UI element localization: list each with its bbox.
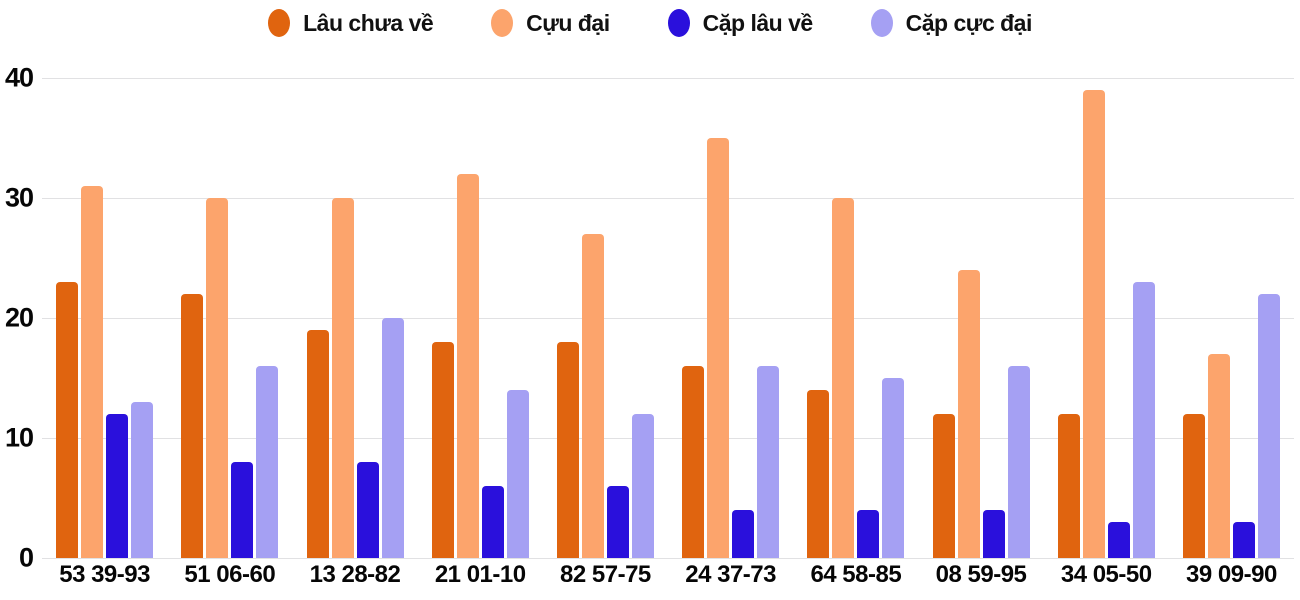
y-tick-label: 10 <box>4 422 34 453</box>
bar-group <box>918 78 1043 558</box>
x-axis-label: 13 28-82 <box>309 561 401 588</box>
bar-group <box>1169 78 1294 558</box>
y-tick-label: 40 <box>4 62 34 93</box>
gridline <box>42 198 1294 199</box>
bar[interactable] <box>131 402 154 558</box>
bar-groups <box>42 78 1294 558</box>
bar[interactable] <box>807 390 830 558</box>
bar[interactable] <box>732 510 755 558</box>
y-tick-label: 20 <box>4 302 34 333</box>
legend-dot-icon <box>268 9 291 37</box>
x-axis: 53 39-93 51 06-60 13 28-82 21 01-10 82 57-75… <box>42 561 1294 589</box>
gridline <box>42 558 1294 559</box>
x-axis-label: 51 06-60 <box>184 561 276 588</box>
bar-group <box>1044 78 1169 558</box>
bar[interactable] <box>356 462 379 558</box>
y-tick-label: 0 <box>18 542 34 573</box>
bar[interactable] <box>1207 354 1230 558</box>
bar[interactable] <box>882 378 905 558</box>
bar[interactable] <box>106 414 129 558</box>
legend-item-1[interactable]: Cựu đại <box>491 9 610 37</box>
x-axis-label: 08 59-95 <box>935 561 1027 588</box>
bar[interactable] <box>581 234 604 558</box>
legend-label: Cựu đại <box>526 9 610 36</box>
legend-dot-icon <box>491 9 514 37</box>
legend-label: Cặp cực đại <box>905 9 1033 36</box>
bar[interactable] <box>556 342 579 558</box>
bar[interactable] <box>506 390 529 558</box>
bar[interactable] <box>231 462 254 558</box>
bar[interactable] <box>1082 90 1105 558</box>
bar[interactable] <box>1007 366 1030 558</box>
bar[interactable] <box>206 198 229 558</box>
x-axis-label: 82 57-75 <box>560 561 651 588</box>
bar[interactable] <box>1257 294 1280 558</box>
x-axis-label: 64 58-85 <box>810 561 902 588</box>
bar[interactable] <box>256 366 279 558</box>
bar[interactable] <box>982 510 1005 558</box>
bar-group <box>793 78 918 558</box>
x-axis-label: 21 01-10 <box>434 561 526 588</box>
legend-item-2[interactable]: Cặp lâu về <box>667 9 814 37</box>
bar[interactable] <box>306 330 329 558</box>
bar-group <box>418 78 543 558</box>
gridline <box>42 78 1294 79</box>
bar[interactable] <box>1182 414 1205 558</box>
bar[interactable] <box>56 282 79 558</box>
bar[interactable] <box>1057 414 1080 558</box>
legend-item-3[interactable]: Cặp cực đại <box>870 9 1033 37</box>
bar[interactable] <box>481 486 504 558</box>
gridline <box>42 438 1294 439</box>
bar[interactable] <box>606 486 629 558</box>
y-tick-label: 30 <box>4 182 34 213</box>
bar[interactable] <box>707 138 730 558</box>
bar[interactable] <box>631 414 654 558</box>
bar[interactable] <box>682 366 705 558</box>
bar-group <box>167 78 292 558</box>
bar[interactable] <box>431 342 454 558</box>
x-axis-label: 24 37-73 <box>685 561 776 588</box>
bar[interactable] <box>81 186 104 558</box>
legend-item-0[interactable]: Lâu chưa về <box>268 9 434 37</box>
bar-group <box>543 78 668 558</box>
x-axis-label: 39 09-90 <box>1186 561 1277 588</box>
bar[interactable] <box>1107 522 1130 558</box>
bar-group <box>42 78 167 558</box>
bar[interactable] <box>331 198 354 558</box>
gridline <box>42 318 1294 319</box>
legend-dot-icon <box>667 9 690 37</box>
bar-group <box>668 78 793 558</box>
bar[interactable] <box>757 366 780 558</box>
x-axis-label: 53 39-93 <box>59 561 150 588</box>
bar[interactable] <box>857 510 880 558</box>
bar[interactable] <box>456 174 479 558</box>
bar-group <box>292 78 417 558</box>
bar[interactable] <box>1232 522 1255 558</box>
bar[interactable] <box>381 318 404 558</box>
bar[interactable] <box>957 270 980 558</box>
bar[interactable] <box>181 294 204 558</box>
bar[interactable] <box>1132 282 1155 558</box>
bar[interactable] <box>932 414 955 558</box>
legend-label: Cặp lâu về <box>702 9 814 36</box>
legend-dot-icon <box>870 9 893 37</box>
plot-area <box>42 78 1294 559</box>
x-axis-label: 34 05-50 <box>1060 561 1152 588</box>
legend: Lâu chưa về Cựu đại Cặp lâu về Cặp cực đại <box>0 9 1300 37</box>
bar[interactable] <box>832 198 855 558</box>
legend-label: Lâu chưa về <box>303 9 434 36</box>
